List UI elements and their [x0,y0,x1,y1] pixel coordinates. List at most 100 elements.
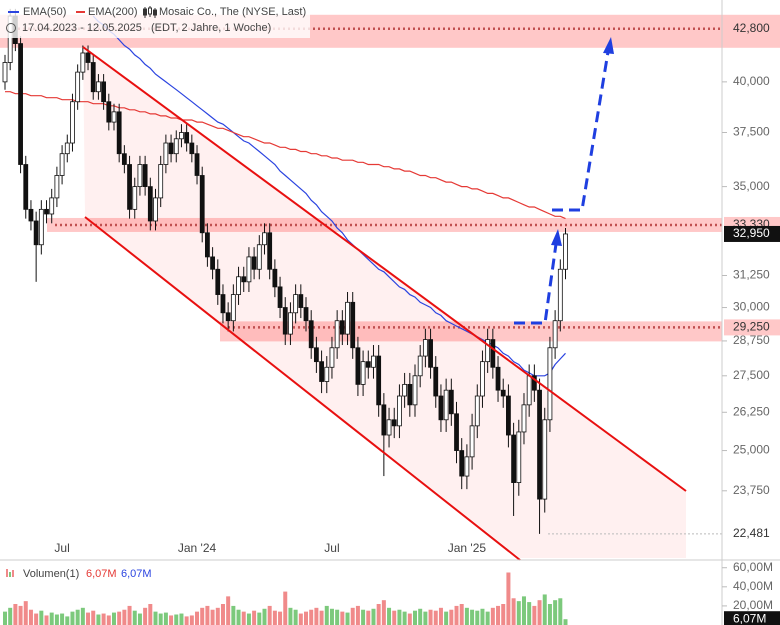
legend-label: EMA(50) [23,6,66,18]
volume-bar [205,605,210,625]
volume-bar [345,612,350,625]
volume-bar [304,611,309,625]
volume-bar [329,608,334,625]
candle-body [18,43,23,165]
candle-body [277,286,283,308]
volume-bar [542,594,547,625]
volume-bar [464,607,469,625]
volume-bar [397,609,402,625]
volume-bar [137,613,142,625]
candle-body [23,164,29,210]
y-tick-label: 35,000 [733,179,770,193]
candle-body [355,347,361,385]
volume-icon [9,572,11,577]
volume-bar [91,610,96,625]
candle-body [329,347,335,368]
y-tick-label: 23,750 [733,483,770,497]
volume-bar [13,604,18,625]
channel-upper [82,46,687,492]
candle-body [454,413,459,451]
candle-body [511,434,517,483]
legend-label: EMA(200) [88,6,138,18]
last-volume-label: 6,07M [733,611,766,625]
volume-bar [215,607,220,625]
candle-body [106,101,112,123]
volume-bar [433,610,438,625]
volume-bar [75,609,80,625]
volume-bar [80,607,85,625]
arrow-dash [514,243,558,325]
candle-body [360,361,366,385]
volume-bar [8,607,13,625]
candle-body [127,164,132,210]
candle-body [547,347,553,421]
volume-bar [117,611,122,625]
candle-body [397,395,402,427]
level-label: 42,800 [733,21,770,35]
candle-body [459,450,465,477]
volume-bar [60,613,65,625]
volume-icon [6,569,8,577]
volume-icon [12,570,14,577]
x-tick-label: Jul [54,541,69,555]
volume-bar [381,600,386,625]
volume-bar [423,611,428,625]
candle-body [241,276,247,283]
volume-bar [298,613,303,625]
channel-fill [83,47,686,558]
volume-bar [70,611,75,625]
volume-bar [449,609,454,625]
volume-bar [174,614,179,625]
candle-body [324,366,330,382]
volume-bar [283,591,288,625]
volume-bar [153,611,158,625]
candle-body [422,339,428,357]
volume-bar [418,608,423,625]
y-tick-label: 25,000 [733,443,770,457]
volume-bar [506,572,511,625]
candle-body [44,208,49,215]
volume-bar [407,613,412,625]
x-tick-label: Jan '25 [448,541,487,555]
volume-bar [314,607,319,625]
candle-body [220,294,226,314]
candle-body [428,339,433,368]
volume-bar [106,615,111,625]
volume-bar [96,614,101,625]
volume-bar [428,609,433,625]
volume-bar [371,608,376,625]
volume-bar [392,610,397,625]
candle-body [137,164,143,188]
candle-body [158,164,164,199]
volume-bar [3,611,7,625]
volume-bar [475,610,480,625]
date-range: 17.04.2023 - 12.05.2025 [22,22,142,34]
candle-body [557,268,563,322]
candle-body [376,355,382,406]
candle-body [116,111,122,155]
candle-body [537,389,542,500]
candle-body [215,268,221,295]
volume-bar [288,607,293,625]
volume-bar [324,605,329,625]
candle-body [526,375,532,406]
volume-bar [490,607,495,625]
volume-bar [220,604,225,625]
candle-body [563,233,568,270]
volume-bar [267,605,272,625]
volume-bar [376,604,381,625]
candle-body [298,294,304,308]
candle-body [412,375,418,406]
volume-title: Volumen(1) [23,568,79,580]
candle-body [319,361,324,382]
candle-body [111,111,117,123]
arrow-head [551,229,562,246]
candle-body [272,268,278,288]
volume-bar [257,612,262,625]
candle-body [173,138,179,155]
y-tick-label: 26,250 [733,404,770,418]
volume-bar [496,605,501,625]
volume-bar [438,607,443,625]
